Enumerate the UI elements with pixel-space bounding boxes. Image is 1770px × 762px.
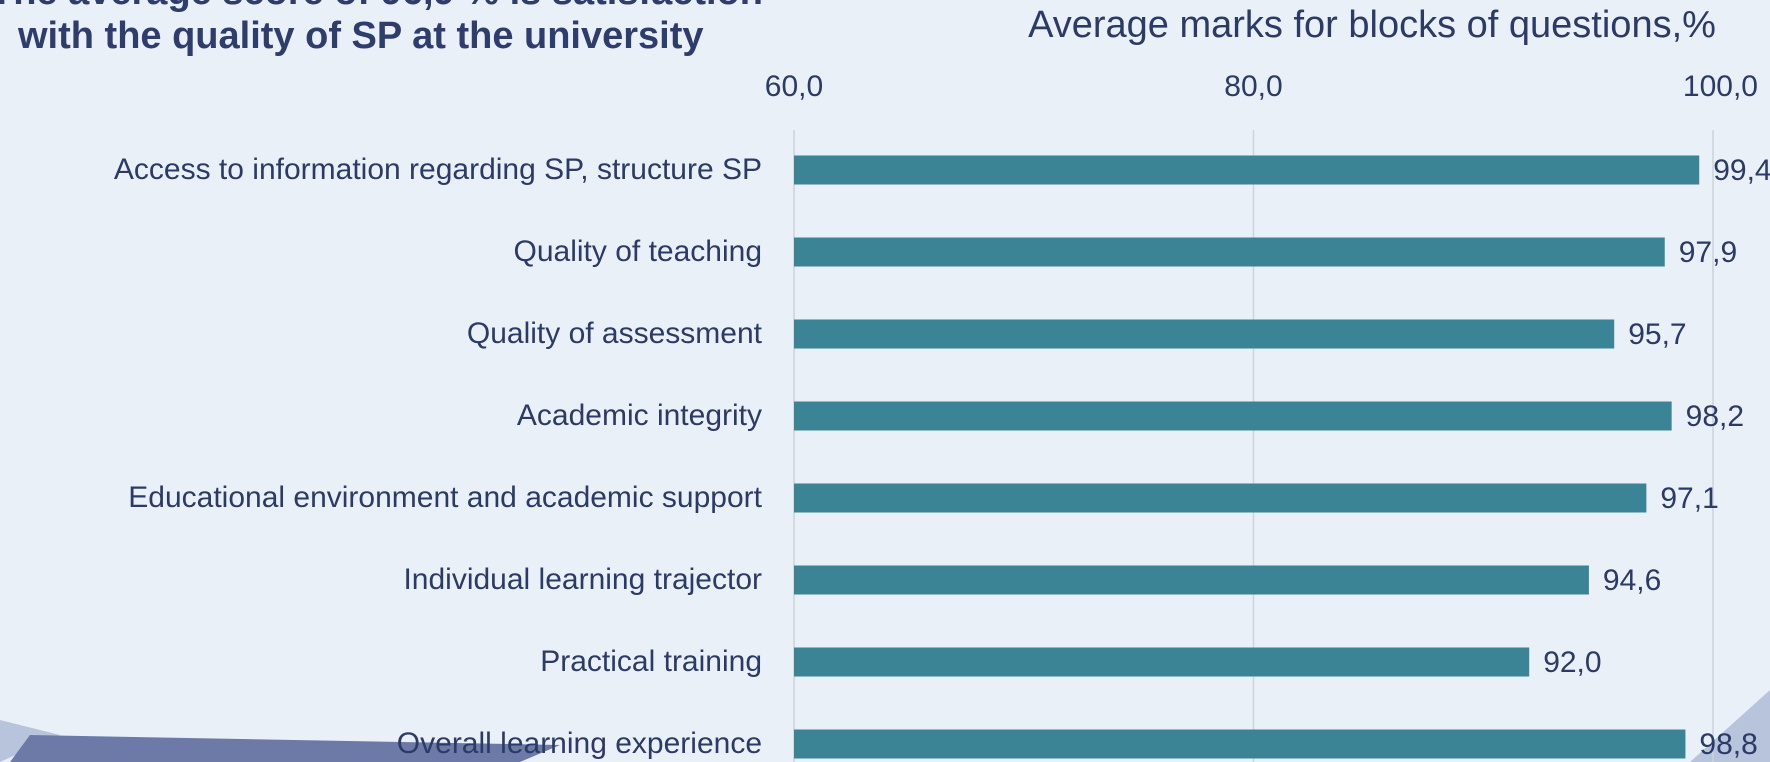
y-tick-label: Access to information regarding SP, stru… [114,153,762,186]
y-tick-label: Quality of teaching [514,235,762,268]
chart-title: The average score of 96,9 % is satisfact… [0,0,763,13]
chart-title: with the quality of SP at the university [17,15,704,57]
value-label: 95,7 [1628,318,1686,351]
y-tick-label: Quality of assessment [467,317,763,350]
bar [794,647,1530,677]
value-label: 97,1 [1660,482,1718,515]
value-label: 98,8 [1699,728,1757,761]
value-label: 92,0 [1543,646,1601,679]
bar [794,565,1589,595]
value-label: 98,2 [1686,400,1744,433]
x-tick-label: 80,0 [1224,70,1282,103]
bar [794,401,1672,431]
decoration [1690,690,1770,762]
value-label: 97,9 [1679,236,1737,269]
y-tick-label: Individual learning trajector [403,563,762,596]
y-tick-label: Academic integrity [517,399,762,432]
value-label: 99,4 [1713,154,1770,187]
value-label: 94,6 [1603,564,1661,597]
x-tick-label: 100,0 [1683,70,1758,103]
chart-subtitle: Average marks for blocks of questions,% [1028,4,1716,46]
y-tick-label: Overall learning experience [397,727,762,760]
bar [794,319,1615,349]
x-tick-label: 60,0 [765,70,823,103]
y-tick-label: Practical training [540,645,762,678]
decoration [10,735,560,762]
bar [794,155,1700,185]
bar [794,483,1647,513]
bar [794,237,1665,267]
y-tick-label: Educational environment and academic sup… [128,481,762,514]
bar [794,729,1686,759]
